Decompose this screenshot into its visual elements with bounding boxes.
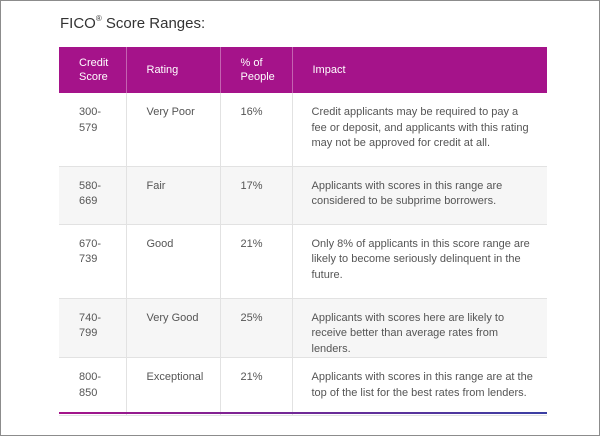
cell-credit-score: 740-799 <box>59 298 127 358</box>
cell-percent: 17% <box>220 166 293 225</box>
table-row: 800-850 Exceptional 21% Applicants with … <box>59 357 547 416</box>
title-rest: Score Ranges: <box>101 15 206 32</box>
header-rating: Rating <box>126 47 221 93</box>
cell-rating: Very Good <box>126 298 221 358</box>
cell-impact: Applicants with scores in this range are… <box>292 166 547 225</box>
table-header-row: Credit Score Rating % of People Impact <box>59 47 547 93</box>
title-brand: FICO <box>60 15 96 32</box>
cell-impact: Applicants with scores in this range are… <box>292 357 547 416</box>
table-row: 740-799 Very Good 25% Applicants with sc… <box>59 298 547 358</box>
fico-score-table: Credit Score Rating % of People Impact 3… <box>59 47 547 416</box>
cell-credit-score: 300-579 <box>59 93 127 167</box>
cell-percent: 16% <box>220 93 293 167</box>
cell-credit-score: 580-669 <box>59 166 127 225</box>
cell-impact: Credit applicants may be required to pay… <box>292 93 547 167</box>
table-row: 670-739 Good 21% Only 8% of applicants i… <box>59 224 547 299</box>
cell-rating: Very Poor <box>126 93 221 167</box>
cell-percent: 25% <box>220 298 293 358</box>
table-row: 580-669 Fair 17% Applicants with scores … <box>59 166 547 225</box>
cell-credit-score: 670-739 <box>59 224 127 299</box>
header-percent-label: % of People <box>240 57 275 83</box>
page-title: FICO® Score Ranges: <box>60 14 206 32</box>
cell-rating: Fair <box>126 166 221 225</box>
table-bottom-accent-bar <box>59 412 547 414</box>
cell-rating: Good <box>126 224 221 299</box>
header-percent-of-people: % of People <box>220 47 293 93</box>
header-impact: Impact <box>312 64 346 76</box>
cell-credit-score: 800-850 <box>59 357 127 416</box>
header-credit-score: Credit Score <box>59 47 127 93</box>
cell-rating: Exceptional <box>126 357 221 416</box>
registered-mark: ® <box>95 14 102 23</box>
cell-impact: Applicants with scores here are likely t… <box>292 298 547 358</box>
cell-percent: 21% <box>220 224 293 299</box>
cell-percent: 21% <box>220 357 293 416</box>
cell-impact: Only 8% of applicants in this score rang… <box>292 224 547 299</box>
table-row: 300-579 Very Poor 16% Credit applicants … <box>59 93 547 167</box>
header-credit-score-label: Credit Score <box>79 57 109 83</box>
